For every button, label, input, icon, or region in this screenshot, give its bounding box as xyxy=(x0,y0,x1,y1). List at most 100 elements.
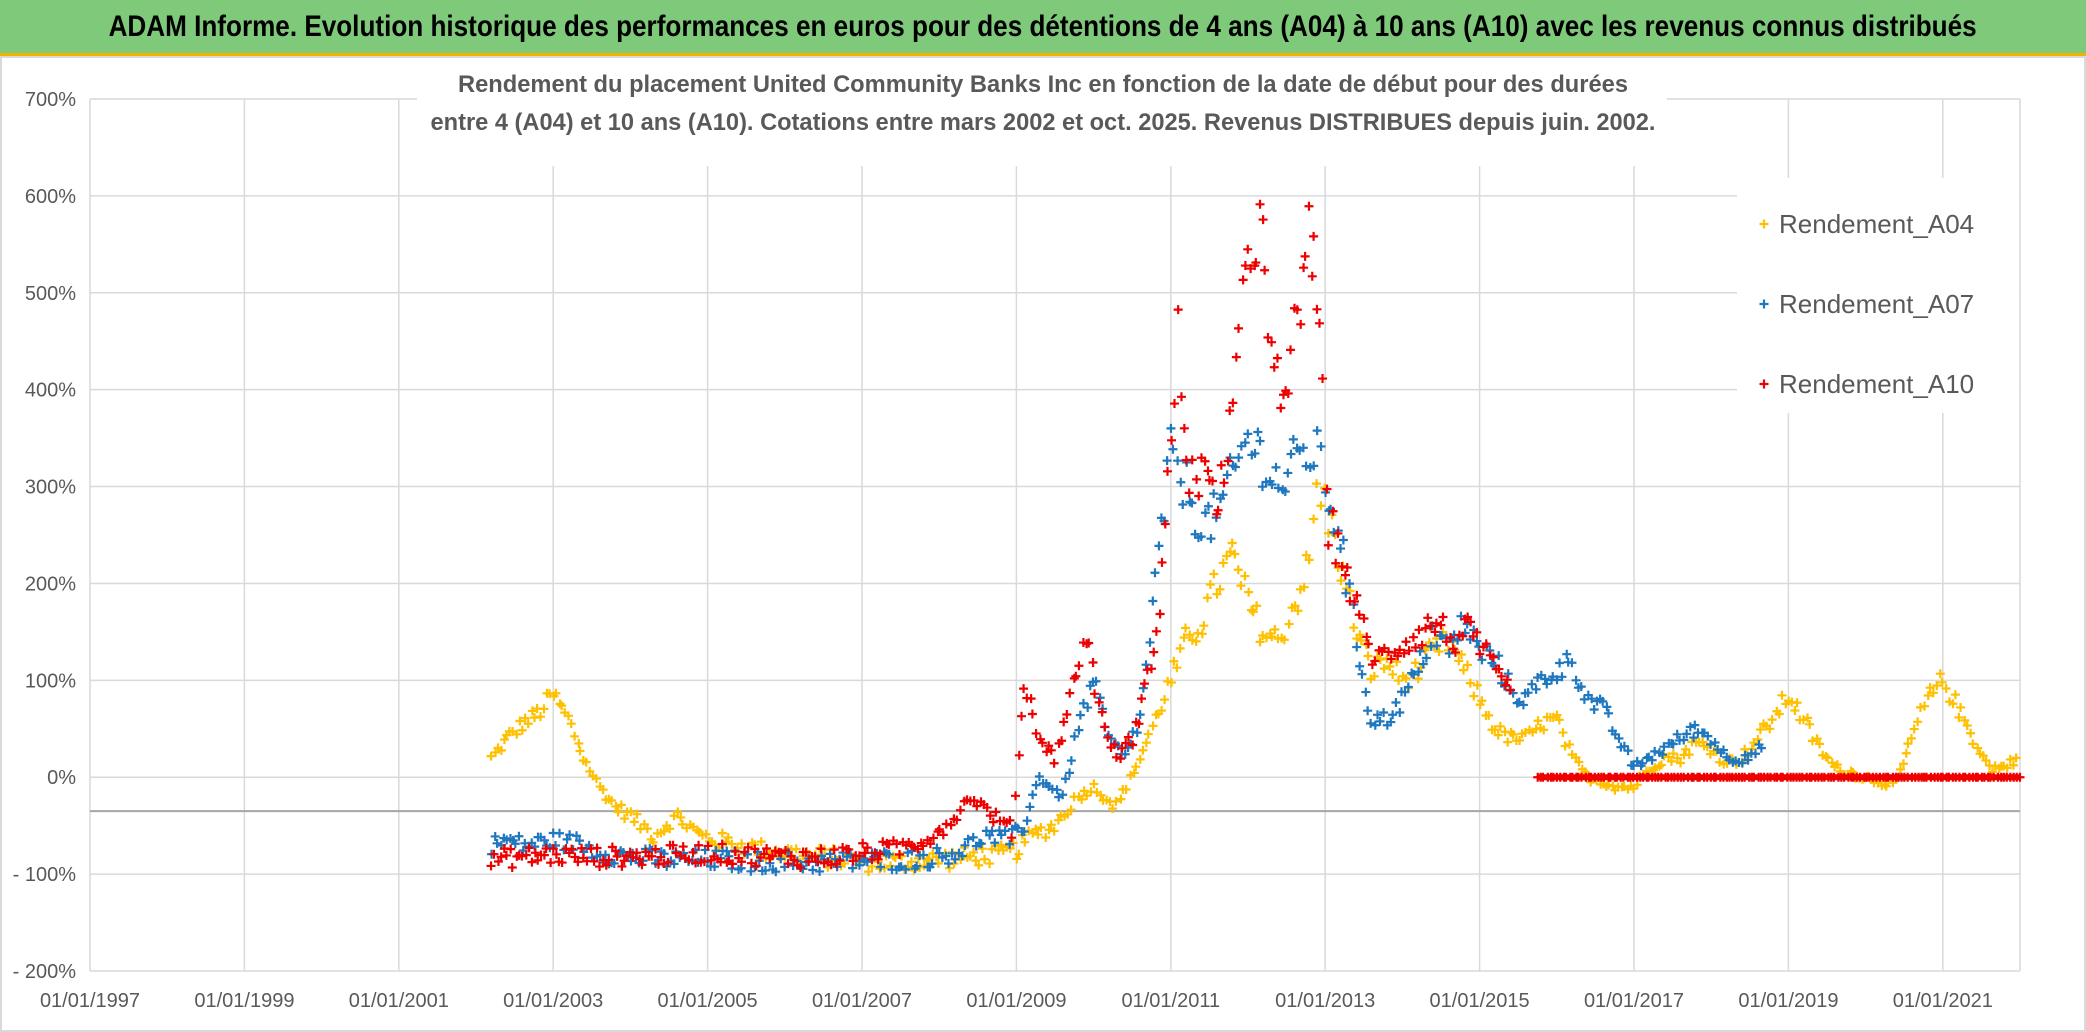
data-point xyxy=(1175,643,1185,653)
data-point xyxy=(1759,219,1769,229)
y-tick-label: 0% xyxy=(47,767,76,789)
data-point xyxy=(1477,655,1487,665)
data-point xyxy=(955,805,965,815)
data-point xyxy=(1356,635,1366,645)
data-point xyxy=(701,829,711,839)
data-point xyxy=(1357,669,1367,679)
data-point xyxy=(991,807,1001,817)
data-point xyxy=(1117,743,1127,753)
data-point xyxy=(1966,728,1976,738)
data-point xyxy=(684,855,694,865)
data-point xyxy=(1028,790,1038,800)
data-point xyxy=(585,766,595,776)
data-point xyxy=(924,854,934,864)
data-point xyxy=(567,844,577,854)
data-point xyxy=(699,857,709,867)
data-point xyxy=(1273,483,1283,493)
data-point xyxy=(1141,738,1151,748)
data-point xyxy=(1049,758,1059,768)
data-point xyxy=(1361,687,1371,697)
data-point xyxy=(637,860,647,870)
data-point xyxy=(1176,477,1186,487)
data-point xyxy=(1408,632,1418,642)
data-point xyxy=(1199,621,1209,631)
data-point xyxy=(1414,667,1424,677)
data-point xyxy=(535,712,545,722)
data-point xyxy=(1011,791,1021,801)
data-point xyxy=(1088,657,1098,667)
data-point xyxy=(710,862,720,872)
data-point xyxy=(506,844,516,854)
data-point xyxy=(554,828,564,838)
performance-scatter-chart: 700% 600% 500% 400% 300% 200% 100% 0% - 100% - 20… xyxy=(13,58,2025,1012)
data-point xyxy=(952,815,962,825)
data-point xyxy=(1505,685,1515,695)
data-point xyxy=(1284,619,1294,629)
data-point xyxy=(555,699,565,709)
data-point xyxy=(1571,675,1581,685)
data-point xyxy=(969,796,979,806)
data-point xyxy=(941,819,951,829)
data-point xyxy=(1077,794,1087,804)
data-point xyxy=(1244,587,1254,597)
data-point xyxy=(1063,809,1073,819)
data-point xyxy=(591,774,601,784)
data-point xyxy=(1301,461,1311,471)
data-point xyxy=(557,858,567,868)
data-point xyxy=(1552,675,1562,685)
data-point xyxy=(912,861,922,871)
data-point xyxy=(626,807,636,817)
data-point xyxy=(1684,750,1694,760)
data-point xyxy=(1414,625,1424,635)
data-point xyxy=(976,839,986,849)
data-point xyxy=(1386,717,1396,727)
data-point xyxy=(1689,733,1699,743)
data-point xyxy=(1179,633,1189,643)
data-point xyxy=(1258,215,1268,225)
data-point xyxy=(517,725,527,735)
data-point xyxy=(1260,265,1270,275)
data-point xyxy=(1309,231,1319,241)
data-point xyxy=(878,837,888,847)
data-point xyxy=(1236,581,1246,591)
data-point xyxy=(1031,824,1041,834)
data-point xyxy=(1792,698,1802,708)
data-point xyxy=(673,807,683,817)
data-point xyxy=(1421,653,1431,663)
data-point xyxy=(835,856,845,866)
data-point xyxy=(1061,774,1071,784)
data-point xyxy=(1388,669,1398,679)
data-point xyxy=(1215,584,1225,594)
data-point xyxy=(1007,833,1017,843)
data-point xyxy=(1271,462,1281,472)
chart-title: Rendement du placement United Community … xyxy=(431,71,1656,136)
data-point xyxy=(1283,468,1293,478)
data-point xyxy=(493,857,503,867)
data-point xyxy=(1069,731,1079,741)
data-point xyxy=(1094,697,1104,707)
data-point xyxy=(1197,629,1207,639)
data-point xyxy=(1017,711,1027,721)
data-point xyxy=(1484,710,1494,720)
data-point xyxy=(1341,588,1351,598)
data-point xyxy=(862,843,872,853)
data-point xyxy=(759,849,769,859)
data-point xyxy=(1074,661,1084,671)
data-point xyxy=(1410,658,1420,668)
data-point xyxy=(1463,660,1473,670)
data-point xyxy=(514,831,524,841)
data-point xyxy=(1154,541,1164,551)
data-point xyxy=(1200,456,1210,466)
data-point xyxy=(551,688,561,698)
x-tick-label: 01/01/2019 xyxy=(1738,990,1838,1012)
data-point xyxy=(1083,703,1093,713)
data-point xyxy=(573,857,583,867)
data-point xyxy=(1066,805,1076,815)
data-point xyxy=(1527,679,1537,689)
data-point xyxy=(563,711,573,721)
data-point xyxy=(892,839,902,849)
data-point xyxy=(722,857,732,867)
data-point xyxy=(1307,271,1317,281)
data-point xyxy=(1005,815,1015,825)
data-point xyxy=(1247,605,1257,615)
